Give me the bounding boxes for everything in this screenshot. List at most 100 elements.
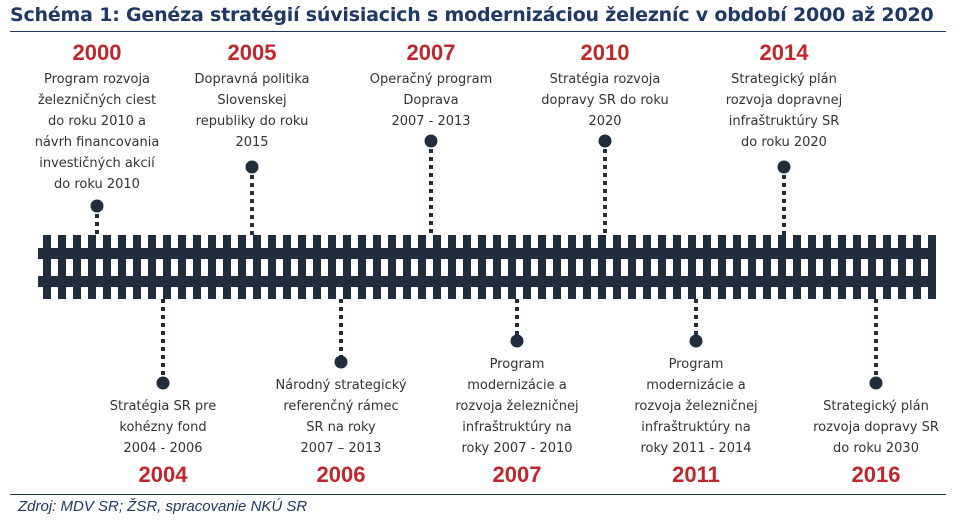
track-tie [193,235,201,299]
track-tie [268,235,276,299]
rail-lower [38,276,936,287]
track-tie [163,235,171,299]
track-tie [343,235,351,299]
event-text-line: 2007 - 2013 [391,114,471,129]
track-tie [433,235,441,299]
track-tie [283,235,291,299]
source-rule [10,494,946,495]
event-year: 2007 [406,40,456,65]
diagram-title: Schéma 1: Genéza stratégií súvisiacich s… [10,4,934,26]
track-tie [493,235,501,299]
track-tie [103,235,111,299]
track-tie [838,235,846,299]
event-text-line: 2015 [235,135,269,150]
track-tie [538,235,546,299]
event-text-line: do roku 2020 [741,135,827,150]
track-tie [448,235,456,299]
track-tie [688,235,696,299]
track-tie [598,235,606,299]
event-dot [156,376,170,390]
track-tie [388,235,396,299]
event-dot [334,355,348,369]
event-text-line: kohézny fond [119,420,207,435]
event-text-line: dopravy SR do roku [541,93,669,108]
title-rule [10,31,946,32]
event-text: Stratégia SR pre kohézny fond 2004 - 200… [110,396,216,459]
event-text-line: modernizácie a [646,378,746,393]
track-tie [58,235,66,299]
track-tie [463,235,471,299]
track-tie [613,235,621,299]
event-text-line: Národný strategický [275,378,407,393]
source-note: Zdroj: MDV SR; ŽSR, spracovanie NKÚ SR [18,498,308,515]
track-tie [88,235,96,299]
event-dot [777,160,791,174]
track-tie [883,235,891,299]
track-tie [373,235,381,299]
event-text: Stratégia rozvoja dopravy SR do roku 202… [541,69,668,132]
event-year: 2007 [492,462,542,487]
track-tie [703,235,711,299]
track-tie [358,235,366,299]
event-text-line: Program rozvoja [43,72,151,87]
event-text-line: rozvoja železničnej [634,399,758,414]
event-text: Národný strategický referenčný rámec SR … [275,375,406,459]
track-tie [658,235,666,299]
track-tie [43,235,51,299]
track-tie [868,235,876,299]
track-tie [793,235,801,299]
event-text-line: 2004 - 2006 [123,441,203,456]
track-tie [298,235,306,299]
event-text-line: Stratégia SR pre [109,399,217,414]
event-text-line: republiky do roku [195,114,309,129]
event-text-line: 2020 [588,114,622,129]
event-text: Program modernizácie a rozvoja železničn… [634,354,757,459]
event-text: Program modernizácie a rozvoja železničn… [455,354,578,459]
event-year: 2010 [580,40,630,65]
track-tie [583,235,591,299]
track-tie [733,235,741,299]
event-text-line: do roku 2010 [54,177,140,192]
event-dot [245,160,259,174]
event-text: Strategický plán rozvoja dopravy SR do r… [813,396,939,459]
event-text-line: Program [489,357,545,372]
event-year: 2000 [72,40,122,65]
event-text-line: Strategický plán [823,399,929,414]
event-text-line: do roku 2030 [833,441,919,456]
track-tie [148,235,156,299]
track-tie [238,235,246,299]
track-tie [808,235,816,299]
track-tie [718,235,726,299]
event-text-line: Slovenskej [217,93,287,108]
event-text-line: infraštruktúry na [462,420,572,435]
event-dot [424,134,438,148]
event-text-line: investičných akcií [39,156,155,171]
track-tie [73,235,81,299]
track-tie [508,235,516,299]
track-tie [763,235,771,299]
rail-upper [38,248,936,259]
event-year: 2014 [759,40,809,65]
track-tie [778,235,786,299]
track-tie [403,235,411,299]
event-dot [90,199,104,213]
event-text-line: rozvoja železničnej [455,399,579,414]
event-text-line: rozvoja dopravnej [725,93,843,108]
event-text-line: Program [668,357,724,372]
event-text: Operačný program Doprava 2007 - 2013 [370,69,493,132]
event-text-line: návrh financovania [34,135,160,150]
track-tie [253,235,261,299]
track-tie [823,235,831,299]
event-text: Program rozvoja železničných ciest do ro… [35,69,160,195]
track-tie [853,235,861,299]
track-tie [748,235,756,299]
event-text-line: infraštruktúry na [641,420,751,435]
event-text-line: Dopravná politika [194,72,310,87]
event-dot [689,334,703,348]
event-text-line: Strategický plán [731,72,837,87]
event-text-line: referenčný rámec [283,399,399,414]
track-tie [133,235,141,299]
track-tie [673,235,681,299]
track-tie [208,235,216,299]
